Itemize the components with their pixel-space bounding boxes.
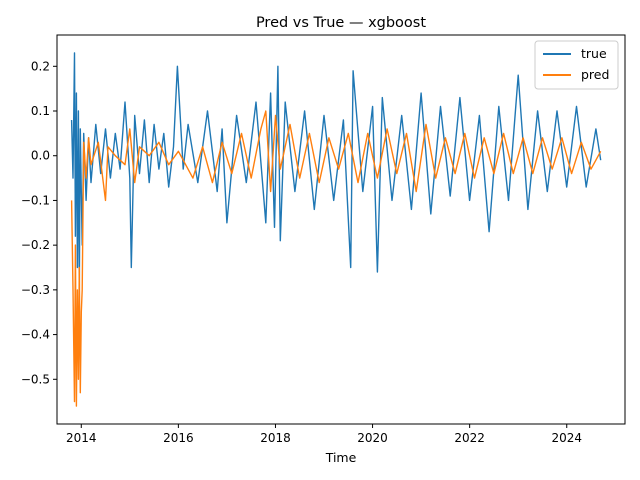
x-tick-label: 2020 [357, 431, 388, 445]
x-tick-label: 2018 [260, 431, 291, 445]
plot-frame [56, 34, 626, 425]
y-tick-label: 0.0 [31, 149, 50, 163]
y-tick-label: −0.3 [21, 283, 50, 297]
x-axis: 2014 2016 2018 2020 2022 2024 [66, 424, 582, 445]
series-line-true [70, 52, 602, 291]
x-tick-label: 2014 [66, 431, 97, 445]
x-tick-label: 2022 [454, 431, 485, 445]
series-layer [70, 52, 602, 407]
x-tick-label: 2024 [551, 431, 582, 445]
chart-title: Pred vs True — xgboost [256, 15, 426, 31]
x-tick-label: 2016 [163, 431, 194, 445]
y-tick-label: 0.1 [31, 104, 50, 118]
legend-label-pred: pred [581, 67, 609, 82]
y-tick-label: −0.2 [21, 238, 50, 252]
series-line-pred [70, 110, 602, 407]
x-axis-label: Time [325, 450, 357, 465]
legend: true pred [534, 40, 619, 90]
y-tick-label: −0.5 [21, 372, 50, 386]
y-axis: 0.2 0.1 0.0 −0.1 −0.2 −0.3 −0.4 −0.5 [21, 59, 57, 386]
legend-label-true: true [581, 46, 607, 61]
y-tick-label: −0.1 [21, 193, 50, 207]
y-tick-label: −0.4 [21, 328, 50, 342]
y-tick-label: 0.2 [31, 59, 50, 73]
